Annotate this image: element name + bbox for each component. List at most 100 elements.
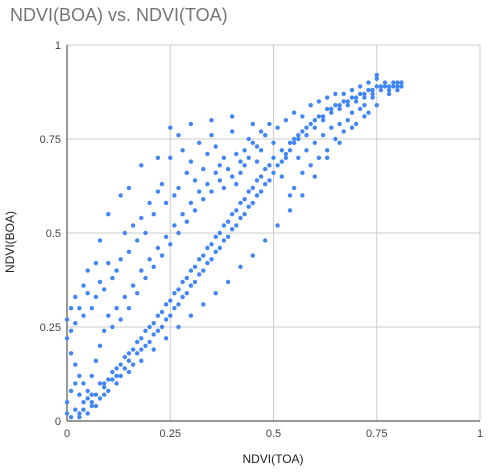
data-point [172, 223, 177, 228]
data-point [135, 238, 140, 243]
data-point [151, 212, 156, 217]
data-point [308, 103, 313, 108]
data-point [209, 133, 214, 138]
data-point [64, 336, 70, 341]
data-point [68, 351, 74, 356]
data-point [130, 362, 136, 367]
x-tick-label: 0 [64, 428, 70, 440]
data-point [341, 129, 346, 134]
data-point [159, 309, 165, 315]
x-axis-title: NDVI(TOA) [242, 452, 303, 466]
data-point [64, 317, 70, 322]
data-point [337, 106, 342, 112]
data-point [349, 95, 355, 100]
data-point [81, 381, 86, 386]
data-point [296, 136, 301, 142]
data-point [217, 230, 222, 236]
data-point [279, 159, 284, 164]
data-point [159, 324, 165, 330]
data-point [163, 200, 169, 206]
data-point [312, 174, 317, 179]
data-point [102, 287, 107, 292]
data-point [395, 84, 400, 89]
data-point [97, 343, 103, 348]
data-point [283, 118, 289, 123]
data-point [159, 181, 165, 187]
data-point [391, 80, 396, 85]
data-point [250, 253, 255, 258]
data-point [258, 148, 264, 153]
data-point [176, 133, 181, 138]
data-point [168, 298, 173, 303]
data-point [362, 103, 367, 108]
data-point [135, 291, 140, 296]
data-point [192, 208, 198, 213]
data-point [300, 193, 305, 198]
data-point [263, 166, 268, 172]
axis-lines [66, 45, 480, 422]
data-point [254, 144, 260, 149]
data-point [267, 121, 272, 127]
data-point [254, 159, 260, 164]
data-point [374, 72, 379, 78]
data-point [213, 170, 218, 175]
data-point [201, 253, 206, 258]
data-point [362, 114, 367, 119]
data-point [126, 351, 132, 356]
data-point [353, 99, 359, 104]
data-point [81, 283, 86, 288]
data-point [366, 80, 371, 85]
data-point [180, 279, 185, 285]
data-point [349, 87, 355, 93]
data-point [81, 313, 86, 318]
data-point [320, 133, 326, 138]
data-point [110, 275, 115, 281]
data-point [246, 136, 251, 142]
data-point [163, 317, 169, 322]
data-point [316, 155, 322, 160]
data-point [188, 121, 194, 127]
data-point [308, 163, 313, 168]
x-tick-label: 1 [477, 428, 483, 440]
data-point [163, 302, 169, 307]
data-point [271, 140, 276, 145]
data-point [246, 189, 251, 194]
data-point [106, 212, 111, 217]
data-point [143, 275, 148, 281]
data-point [68, 415, 74, 420]
data-point [213, 144, 218, 149]
data-point [205, 181, 210, 187]
data-point [250, 140, 255, 145]
data-point [102, 392, 107, 397]
data-point [209, 257, 214, 262]
data-point [242, 148, 247, 153]
x-tick-label: 0.75 [366, 428, 387, 440]
data-point [180, 294, 185, 300]
data-point [325, 106, 330, 112]
data-point [143, 230, 148, 236]
x-tick-label: 0.5 [266, 428, 281, 440]
data-point [201, 197, 206, 202]
data-point [353, 95, 359, 100]
data-point [312, 125, 317, 130]
data-point [230, 129, 235, 134]
data-point [192, 178, 198, 183]
data-point [382, 80, 388, 85]
data-point [225, 166, 231, 172]
data-point [312, 140, 317, 145]
data-point [304, 148, 309, 153]
data-point [358, 91, 363, 97]
data-point [378, 87, 384, 93]
data-point [139, 347, 144, 352]
data-point [399, 80, 404, 85]
data-point [246, 155, 251, 160]
data-point [135, 339, 140, 345]
data-point [341, 99, 346, 104]
data-point [118, 362, 123, 367]
data-point [250, 185, 255, 191]
data-point [279, 174, 284, 179]
data-point [93, 403, 99, 409]
data-point [102, 328, 107, 333]
data-point [300, 170, 305, 175]
